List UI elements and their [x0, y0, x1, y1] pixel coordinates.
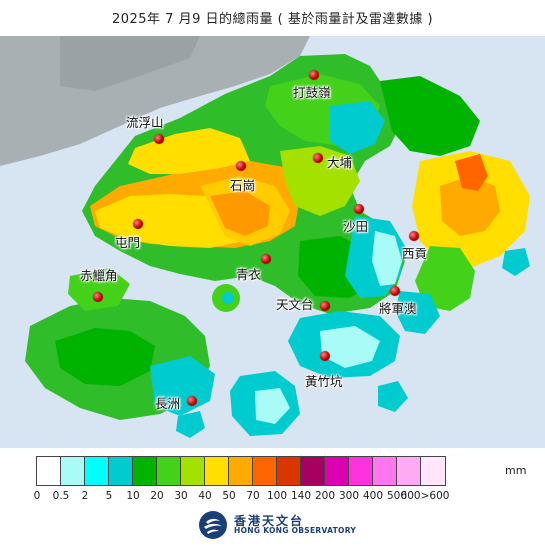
- legend-swatch: [301, 457, 325, 485]
- legend-swatch: [205, 457, 229, 485]
- legend-unit: mm: [505, 464, 527, 477]
- organization-name-zh: 香港天文台: [234, 513, 305, 528]
- legend-swatch: [181, 457, 205, 485]
- legend-tick-label: 40: [198, 490, 212, 502]
- station-marker[interactable]: [93, 292, 103, 302]
- station-marker[interactable]: [154, 134, 164, 144]
- station-label: 流浮山: [126, 115, 164, 130]
- station-label: 打鼓嶺: [293, 85, 331, 100]
- station-marker[interactable]: [320, 301, 330, 311]
- rainfall-map-canvas: [0, 36, 545, 448]
- station-label: 西貢: [402, 246, 428, 261]
- legend-tick-label: 50: [222, 490, 236, 502]
- station-label: 青衣: [236, 267, 262, 282]
- station-marker[interactable]: [236, 161, 246, 171]
- legend-tick-label: 600>600: [400, 490, 450, 502]
- station-marker[interactable]: [313, 153, 323, 163]
- station-label: 沙田: [343, 219, 369, 234]
- legend-swatch: [229, 457, 253, 485]
- legend-tick-label: 400: [362, 490, 384, 502]
- station-label: 將軍澳: [379, 301, 417, 316]
- legend-swatch: [397, 457, 421, 485]
- legend-swatch: [277, 457, 301, 485]
- legend-swatch: [61, 457, 85, 485]
- legend-swatch: [109, 457, 133, 485]
- legend-tick-label: 140: [290, 490, 312, 502]
- legend-ticks: 0 0.5 2 5 10 20 30 40 50 70 100 140 200 300 400 500 600>…: [0, 490, 545, 506]
- station-label: 赤鱲角: [80, 268, 118, 283]
- legend-tick-label: 5: [105, 490, 113, 502]
- station-label: 屯門: [115, 235, 141, 250]
- legend-tick-label: 500: [386, 490, 408, 502]
- organization-name-en: HONG KONG OBSERVATORY: [234, 526, 357, 536]
- station-marker[interactable]: [409, 231, 419, 241]
- color-legend: [36, 456, 446, 486]
- legend-tick-label: 200: [314, 490, 336, 502]
- legend-swatch: [349, 457, 373, 485]
- legend-tick-label: 0: [33, 490, 41, 502]
- observatory-logo-icon: [199, 511, 227, 539]
- legend-swatch: [325, 457, 349, 485]
- footer: 香港天文台 HONG KONG OBSERVATORY: [198, 510, 356, 540]
- station-marker[interactable]: [187, 396, 197, 406]
- legend-tick-label: 0.5: [52, 490, 70, 502]
- legend-tick-label: 20: [150, 490, 164, 502]
- legend-tick-label: 300: [338, 490, 360, 502]
- station-marker[interactable]: [309, 70, 319, 80]
- station-label: 大埔: [327, 155, 353, 170]
- station-marker[interactable]: [261, 254, 271, 264]
- rainfall-map[interactable]: [0, 36, 545, 448]
- map-title: 2025年 7 月9 日的總雨量 ( 基於雨量計及雷達數據 ): [111, 12, 434, 27]
- legend-tick-label: 10: [126, 490, 140, 502]
- station-marker[interactable]: [390, 286, 400, 296]
- legend-swatch: [421, 457, 445, 485]
- organization-name: 香港天文台 HONG KONG OBSERVATORY: [234, 515, 356, 535]
- legend-tick-label: 100: [266, 490, 288, 502]
- legend-swatch: [157, 457, 181, 485]
- legend-swatch: [85, 457, 109, 485]
- station-marker[interactable]: [354, 204, 364, 214]
- station-label: 長洲: [155, 396, 181, 411]
- station-marker[interactable]: [133, 219, 143, 229]
- legend-tick-label: 70: [246, 490, 260, 502]
- station-label: 天文台: [276, 297, 314, 312]
- legend-tick-label: 2: [81, 490, 89, 502]
- legend-swatch: [253, 457, 277, 485]
- station-label: 石崗: [230, 178, 256, 193]
- legend-tick-label: 30: [174, 490, 188, 502]
- station-label: 黃竹坑: [305, 374, 343, 389]
- station-marker[interactable]: [320, 351, 330, 361]
- legend-swatch: [133, 457, 157, 485]
- legend-swatch: [373, 457, 397, 485]
- legend-swatch: [37, 457, 61, 485]
